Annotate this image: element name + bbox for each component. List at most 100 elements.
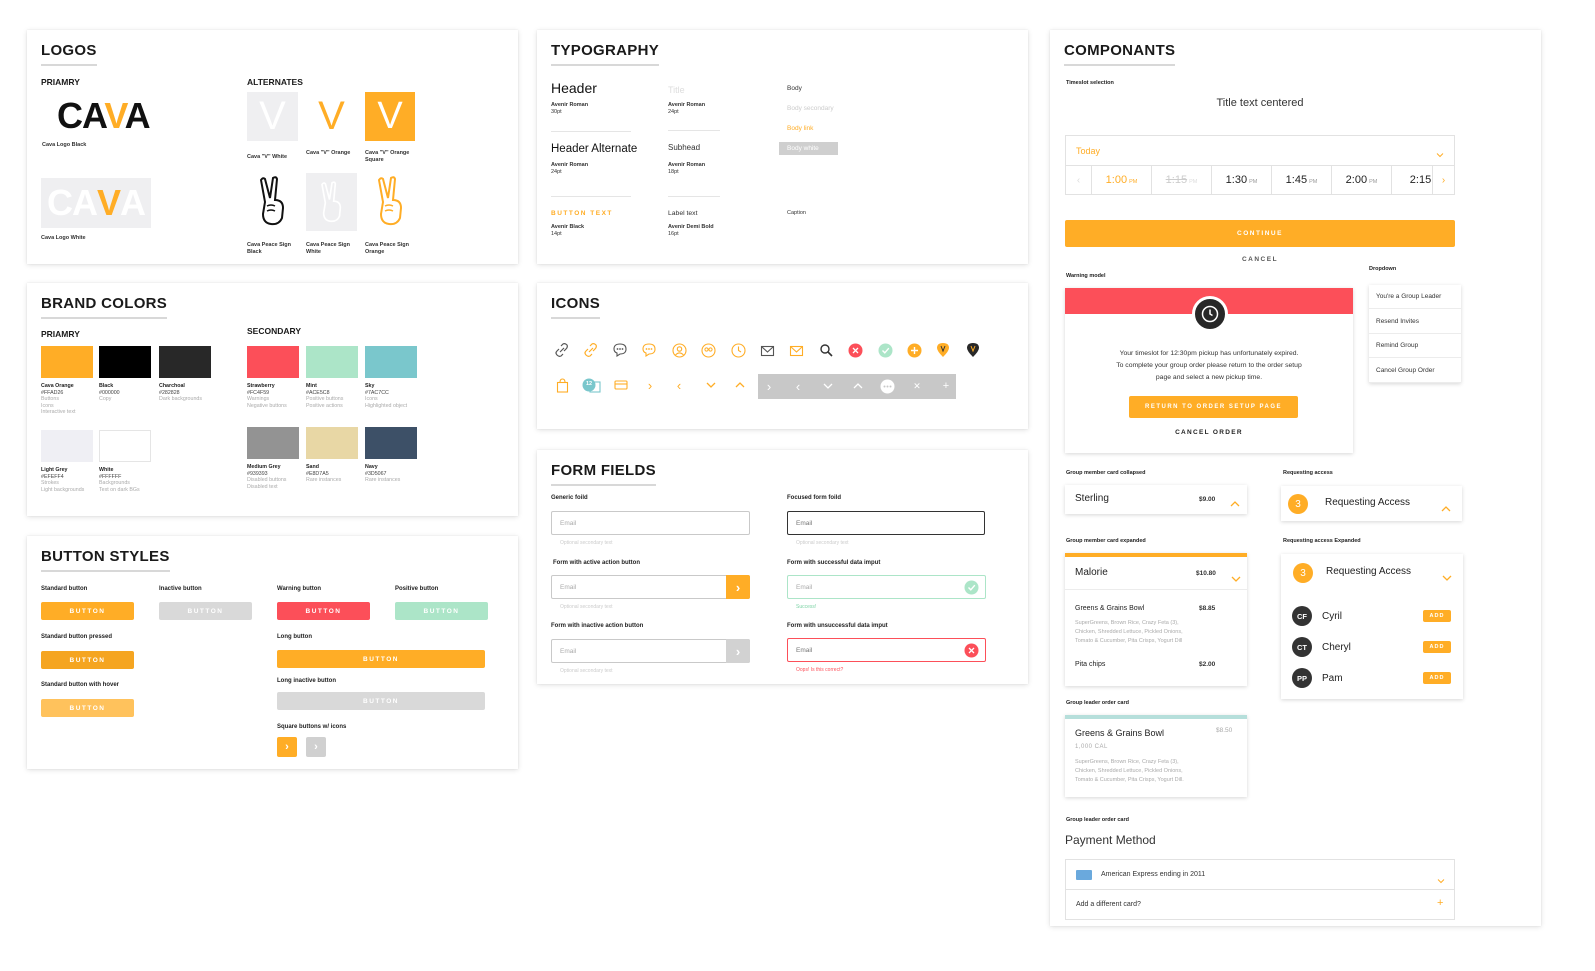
peace-orange-caption: Cava Peace Sign Orange [365, 242, 410, 255]
swatch-name: Navy [365, 464, 378, 470]
member-card-expanded: Malorie $10.80 Greens & Grains Bowl $8.8… [1065, 553, 1247, 686]
cava-logo-black: CAVA [57, 95, 151, 136]
warning-button[interactable]: BUTTON [277, 602, 370, 620]
bag-icon [554, 377, 570, 393]
add-card-row[interactable]: Add a different card? + [1066, 890, 1454, 920]
type-subhead-sample: Subhead [668, 143, 701, 152]
square-grey-chevron-button[interactable]: › [306, 737, 326, 757]
type-label-size: 16pt [668, 231, 679, 237]
generic-helper-text: Optional secondary text [560, 540, 613, 546]
swatch-name: Medium Grey [247, 464, 281, 470]
add-button[interactable]: ADD [1423, 641, 1451, 653]
long-button[interactable]: BUTTON [277, 650, 485, 668]
clock-icon [730, 342, 746, 358]
color-swatch [247, 346, 299, 378]
continue-button[interactable]: CONTINUE [1065, 220, 1455, 247]
expanded-card-label: Group member card expanded [1066, 538, 1146, 544]
logos-title: LOGOS [41, 42, 97, 66]
time-slot[interactable]: 2:00 PM [1332, 166, 1392, 194]
payment-method-box: American Express ending in 2011 Add a di… [1065, 859, 1455, 920]
dropdown-item[interactable]: Remind Group [1369, 334, 1461, 358]
warning-message: Your timeslot for 12:30pm pickup has unf… [1116, 350, 1302, 381]
type-divider [551, 131, 631, 132]
badge-bag-icon: 12 [582, 377, 602, 393]
swatch-usage: Positive buttons [306, 396, 344, 402]
brand-primary-label: PRIAMRY [41, 329, 80, 339]
badge-count: 12 [585, 381, 593, 387]
hover-button[interactable]: BUTTON [41, 699, 134, 717]
active-action-button[interactable]: › [726, 575, 750, 599]
order-item-price: $8.85 [1199, 605, 1216, 612]
swatch-hex: #ACE5C8 [306, 389, 330, 396]
dropdown-item[interactable]: Cancel Group Order [1369, 359, 1461, 383]
color-swatch [99, 346, 151, 378]
swatch-usage2: Text on dark BGs [99, 486, 140, 493]
return-to-setup-button[interactable]: RETURN TO ORDER SETUP PAGE [1129, 396, 1298, 418]
active-action-email-field[interactable]: Email [551, 575, 750, 599]
focused-email-field[interactable]: Email [787, 511, 985, 535]
swatch-usage: Rare instances [365, 477, 401, 483]
time-slot[interactable]: 1:15 PM [1152, 166, 1212, 194]
standard-button[interactable]: BUTTON [41, 602, 134, 620]
cancel-link[interactable]: CANCEL [1241, 256, 1279, 263]
inactive-button[interactable]: BUTTON [159, 602, 252, 620]
chevron-down-icon[interactable] [1442, 569, 1452, 587]
card-label: American Express ending in 2011 [1101, 871, 1206, 878]
long-inactive-button[interactable]: BUTTON [277, 692, 485, 710]
chevron-up-icon [1441, 500, 1451, 518]
pressed-button[interactable]: BUTTON [41, 651, 134, 669]
time-slot-ampm: PM [1369, 178, 1378, 185]
dropdown-item[interactable]: You're a Group Leader [1369, 285, 1461, 309]
positive-button[interactable]: BUTTON [395, 602, 488, 620]
inactive-action-email-field[interactable]: Email [551, 639, 750, 663]
time-slot[interactable]: 1:30 PM [1212, 166, 1272, 194]
chat-icon [612, 342, 628, 358]
day-dropdown[interactable]: Today [1066, 136, 1454, 166]
time-slot[interactable]: 1:45 PM [1272, 166, 1332, 194]
person-name: Cheryl [1322, 642, 1351, 653]
type-body-link: Body link [787, 125, 814, 132]
time-slot[interactable]: 2:15 [1392, 166, 1432, 194]
slot-next-chevron[interactable]: › [1432, 166, 1454, 194]
pressed-button-label: Standard button pressed [41, 634, 113, 640]
chevron-down-icon [1437, 871, 1445, 889]
time-slot-time: 1:15 [1165, 174, 1188, 186]
generic-email-field[interactable]: Email [551, 511, 750, 535]
add-button[interactable]: ADD [1423, 672, 1451, 684]
v-orange-square-caption: Cava "V" Orange Square [365, 150, 410, 163]
slot-row: ‹ 1:00 PM 1:15 PM 1:30 PM 1:45 PM 2:00 PM 2:15 › [1066, 166, 1454, 195]
unsuccessful-email-field[interactable]: Email [787, 638, 986, 662]
white-icons-strip: › ‹ ✕ + [758, 374, 956, 399]
inactive-action-button[interactable]: › [726, 639, 750, 663]
chevron-up-icon [732, 377, 748, 393]
chevron-left-icon: ‹ [676, 377, 682, 393]
requesting-access-card[interactable]: 3 Requesting Access [1281, 486, 1462, 521]
swatch-name: Charchoal [159, 383, 185, 389]
selected-card-row[interactable]: American Express ending in 2011 [1066, 860, 1454, 890]
swatch-usage: Buttons [41, 396, 59, 402]
focused-field-label: Focused form foild [787, 495, 841, 501]
square-orange-chevron-button[interactable]: › [277, 737, 297, 757]
error-message: Oops! Is this correct? [796, 667, 844, 673]
swatch-hex: #FFAD26 [41, 389, 64, 396]
requesting-expanded-label: Requesting access Expanded [1283, 538, 1361, 544]
add-button[interactable]: ADD [1423, 610, 1451, 622]
color-swatch [247, 427, 299, 459]
cancel-order-link[interactable]: CANCEL ORDER [1175, 429, 1243, 436]
chevron-down-icon[interactable] [1231, 570, 1241, 588]
swatch-usage: Strokes [41, 480, 59, 486]
order-item-name: Pita chips [1075, 661, 1106, 668]
close-circle-icon [847, 342, 863, 358]
time-slot[interactable]: 1:00 PM [1092, 166, 1152, 194]
successful-email-field[interactable]: Email [787, 575, 986, 599]
type-divider [551, 196, 631, 197]
member-card-collapsed[interactable]: Sterling $9.00 [1065, 485, 1247, 514]
color-swatch [41, 430, 93, 462]
inactive-helper-text: Optional secondary text [560, 668, 613, 674]
peace-white-caption: Cava Peace Sign White [306, 242, 351, 255]
swatch-hex: #3D5067 [365, 470, 387, 477]
swatch-usage2: Light backgrounds [41, 486, 85, 493]
slot-prev-chevron[interactable]: ‹ [1066, 166, 1092, 194]
dropdown-item[interactable]: Resend Invites [1369, 310, 1461, 334]
dropdown-label: Dropdown [1369, 266, 1397, 272]
